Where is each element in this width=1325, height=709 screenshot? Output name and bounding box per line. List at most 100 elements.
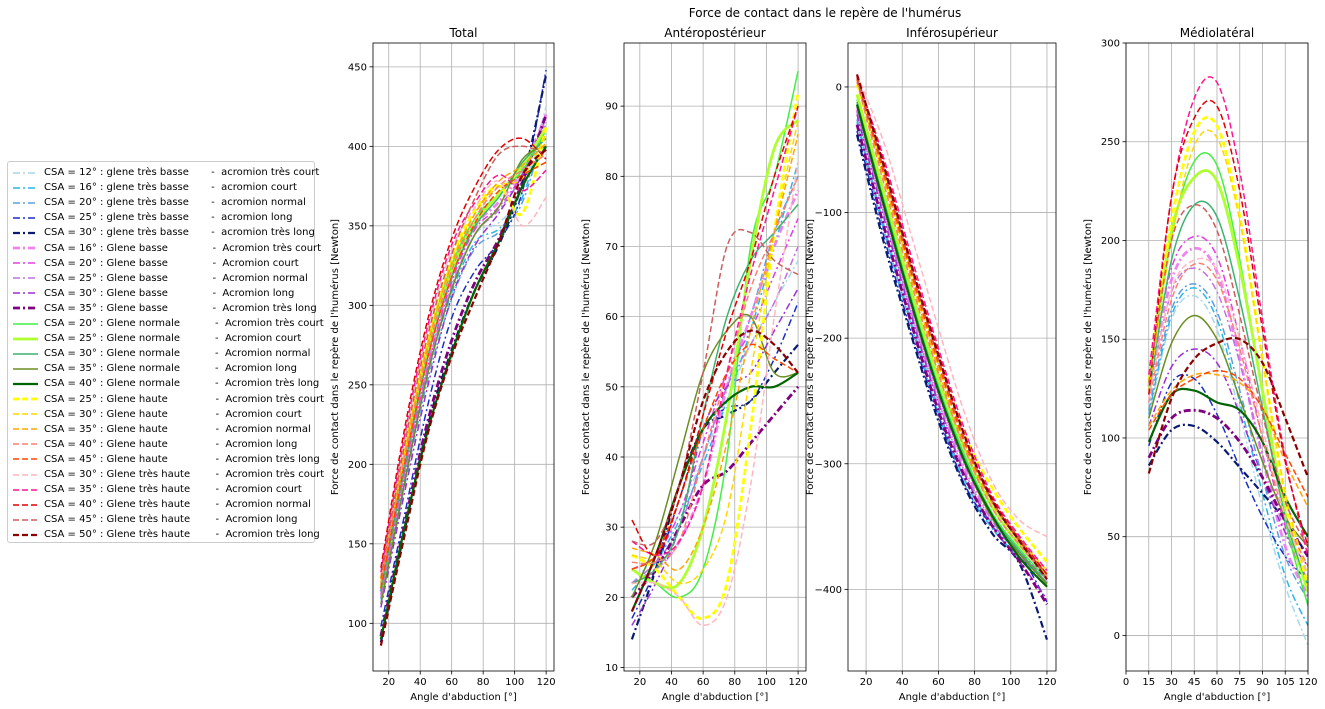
- series-line-16: [379, 126, 548, 580]
- y-tick-label: 90: [605, 102, 618, 113]
- legend-label: CSA = 35° : Glene très haute - Acromion …: [44, 484, 302, 496]
- x-tick-label: 15: [1142, 677, 1155, 688]
- series-line-7: [631, 218, 799, 570]
- legend-swatch: [13, 397, 38, 401]
- y-tick-label: 200: [348, 460, 367, 471]
- x-tick-label: 40: [414, 677, 427, 688]
- y-tick-label: −400: [815, 585, 842, 596]
- legend-swatch: [13, 277, 38, 279]
- x-tick-label: 120: [789, 677, 808, 688]
- legend-swatch: [13, 382, 38, 385]
- x-tick-label: 40: [896, 677, 909, 688]
- series-line-3: [380, 122, 547, 605]
- legend-label: CSA = 40° : Glene très haute - Acromion …: [44, 499, 311, 511]
- legend-label: CSA = 40° : Glene normale - Acromion trè…: [44, 378, 320, 390]
- legend-swatch: [13, 533, 38, 536]
- x-tick-label: 20: [860, 677, 873, 688]
- series-line-20: [380, 161, 547, 589]
- series-line-4: [380, 69, 547, 627]
- series-line-3: [1148, 283, 1308, 601]
- subplot-3: 20 40 60 80 100 120 −400 −300 −200 −100 0 Inférosup…: [804, 26, 1057, 703]
- series-line-8: [856, 111, 1048, 584]
- series-line-24: [1148, 204, 1308, 547]
- x-tick-label: 60: [1211, 677, 1224, 688]
- legend-label: CSA = 12° : glene très basse - acromion …: [44, 167, 320, 178]
- legend-entry: CSA = 16° : Glene basse - Acromion très …: [12, 241, 321, 256]
- legend-entry: CSA = 20° : Glene normale - Acromion trè…: [12, 316, 324, 331]
- y-axis-label: Force de contact dans le repère de l'hum…: [329, 219, 341, 495]
- legend-label: CSA = 30° : Glene normale - Acromion nor…: [44, 348, 311, 360]
- series-line-8: [380, 122, 547, 599]
- y-tick-label: 150: [348, 539, 367, 550]
- x-tick-label: 80: [728, 677, 741, 688]
- y-tick-label: 10: [605, 663, 618, 674]
- series-line-24: [856, 77, 1048, 580]
- y-tick-label: −100: [815, 208, 842, 219]
- x-axis-label: Angle d'abduction [°]: [899, 692, 1006, 703]
- series-line-4: [856, 130, 1048, 603]
- x-tick-label: 100: [1001, 677, 1020, 688]
- series-line-25: [855, 74, 1048, 580]
- legend-entry: CSA = 30° : Glene basse - Acromion long: [12, 286, 294, 301]
- series-line-18: [631, 134, 799, 571]
- legend: CSA = 12° : glene très basse - acromion …: [7, 161, 324, 543]
- series-line-17: [631, 120, 799, 585]
- legend-label: CSA = 40° : Glene haute - Acromion long: [44, 438, 298, 450]
- y-tick-label: 350: [348, 221, 367, 232]
- legend-label: CSA = 35° : Glene haute - Acromion norma…: [44, 423, 311, 435]
- legend-label: CSA = 20° : Glene normale - Acromion trè…: [44, 318, 324, 329]
- legend-swatch: [13, 443, 38, 446]
- y-tick-label: 0: [836, 82, 842, 93]
- subplot-title: Inférosupérieur: [906, 26, 998, 40]
- x-tick-label: 75: [1233, 677, 1246, 688]
- legend-entry: CSA = 30° : Glene haute - Acromion court: [12, 407, 302, 422]
- series-line-25: [1147, 336, 1308, 478]
- legend-swatch: [13, 458, 38, 461]
- series-line-16: [1147, 116, 1308, 587]
- series-line-21: [380, 180, 547, 576]
- series-line-17: [856, 80, 1048, 571]
- y-tick-label: 250: [1101, 137, 1120, 148]
- series-line-20: [1148, 370, 1308, 498]
- y-tick-label: 40: [605, 452, 618, 463]
- legend-entry: CSA = 35° : Glene haute - Acromion norma…: [12, 422, 311, 437]
- x-axis-label: Angle d'abduction [°]: [662, 692, 769, 703]
- y-tick-label: 100: [1101, 433, 1120, 444]
- legend-entry: CSA = 40° : Glene haute - Acromion long: [12, 437, 297, 452]
- series-line-23: [856, 75, 1048, 575]
- legend-swatch: [13, 352, 38, 355]
- legend-entry: CSA = 30° : Glene normale - Acromion nor…: [12, 346, 310, 361]
- legend-entry: CSA = 40° : Glene normale - Acromion trè…: [12, 376, 319, 391]
- legend-entry: CSA = 25° : Glene normale - Acromion cou…: [12, 331, 301, 346]
- series-line-10: [1147, 408, 1308, 558]
- series-line-17: [380, 133, 547, 583]
- legend-label: CSA = 25° : Glene basse - Acromion norma…: [44, 272, 308, 284]
- legend-swatch: [13, 292, 38, 295]
- subplot-title: Médiolatéral: [1180, 26, 1254, 40]
- legend-label: CSA = 35° : Glene basse - Acromion très …: [44, 302, 317, 314]
- y-tick-label: 400: [348, 142, 367, 153]
- legend-swatch: [13, 473, 38, 476]
- legend-swatch: [13, 231, 38, 234]
- legend-swatch: [13, 503, 38, 506]
- legend-entry: CSA = 25° : Glene haute - Acromion très …: [12, 392, 324, 407]
- x-tick-label: 20: [633, 677, 646, 688]
- legend-entry: CSA = 45° : Glene haute - Acromion très …: [12, 452, 320, 467]
- series-line-24: [380, 145, 547, 579]
- series-line-18: [1148, 372, 1308, 508]
- legend-label: CSA = 45° : Glene très haute - Acromion …: [44, 514, 298, 526]
- legend-entry: CSA = 35° : Glene basse - Acromion très …: [12, 301, 317, 316]
- series-line-16: [855, 83, 1049, 563]
- series-line-22: [631, 105, 799, 556]
- legend-swatch: [13, 171, 38, 174]
- legend-entry: CSA = 35° : Glene très haute - Acromion …: [12, 482, 302, 497]
- legend-entry: CSA = 20° : Glene basse - Acromion court: [12, 256, 299, 271]
- series-line-23: [380, 137, 547, 568]
- y-axis-label: Force de contact dans le repère de l'hum…: [804, 219, 816, 495]
- legend-swatch: [13, 246, 38, 250]
- series-line-23: [631, 105, 799, 556]
- y-tick-label: −300: [815, 459, 842, 470]
- series-line-2: [1148, 287, 1308, 626]
- series-line-18: [856, 79, 1048, 575]
- y-tick-label: 250: [348, 380, 367, 391]
